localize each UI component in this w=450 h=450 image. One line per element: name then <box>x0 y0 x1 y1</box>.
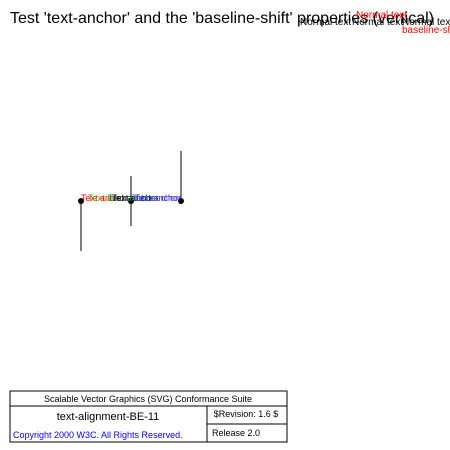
normal-text-group: Normal text Normal text Normal text <box>300 17 450 28</box>
text-anchor-end-overlay: Text anchor <box>131 193 178 203</box>
footer-test-name: text-alignment-BE-11 <box>57 411 160 423</box>
test-title: Test 'text-anchor' and the 'baseline-shi… <box>10 10 434 27</box>
text-anchor-start-overlay: Text anchor <box>88 193 135 203</box>
footer-release: Release 2.0 <box>212 428 260 438</box>
normal-text-1: Normal text <box>300 17 351 28</box>
shifted-text-raised: Normal text <box>356 10 407 21</box>
anchor-point-1 <box>78 198 84 204</box>
anchor-point-3 <box>178 198 184 204</box>
text-anchor-middle-overlay: Text anchor <box>112 193 159 203</box>
normal-text-3: Normal text <box>402 17 450 28</box>
footer-revision: $Revision: 1.6 $ <box>214 409 279 419</box>
footer-frame <box>9 390 288 443</box>
normal-text-2: Normal text <box>352 17 403 28</box>
text-anchor-start: Text anchor <box>81 193 128 203</box>
text-anchor-samples: Text anchor Text anchor Text anchor Text… <box>81 193 181 203</box>
text-anchor-middle: Text anchor <box>108 193 155 203</box>
baseline-shift-label: baseline-shift <box>402 25 450 36</box>
footer-copyright[interactable]: Copyright 2000 W3C. All Rights Reserved. <box>13 430 183 440</box>
conformance-footer: Scalable Vector Graphics (SVG) Conforman… <box>9 390 288 443</box>
text-anchor-end: Text anchor <box>134 193 181 203</box>
anchor-point-2 <box>128 198 134 204</box>
footer-suite-title: Scalable Vector Graphics (SVG) Conforman… <box>44 394 252 404</box>
